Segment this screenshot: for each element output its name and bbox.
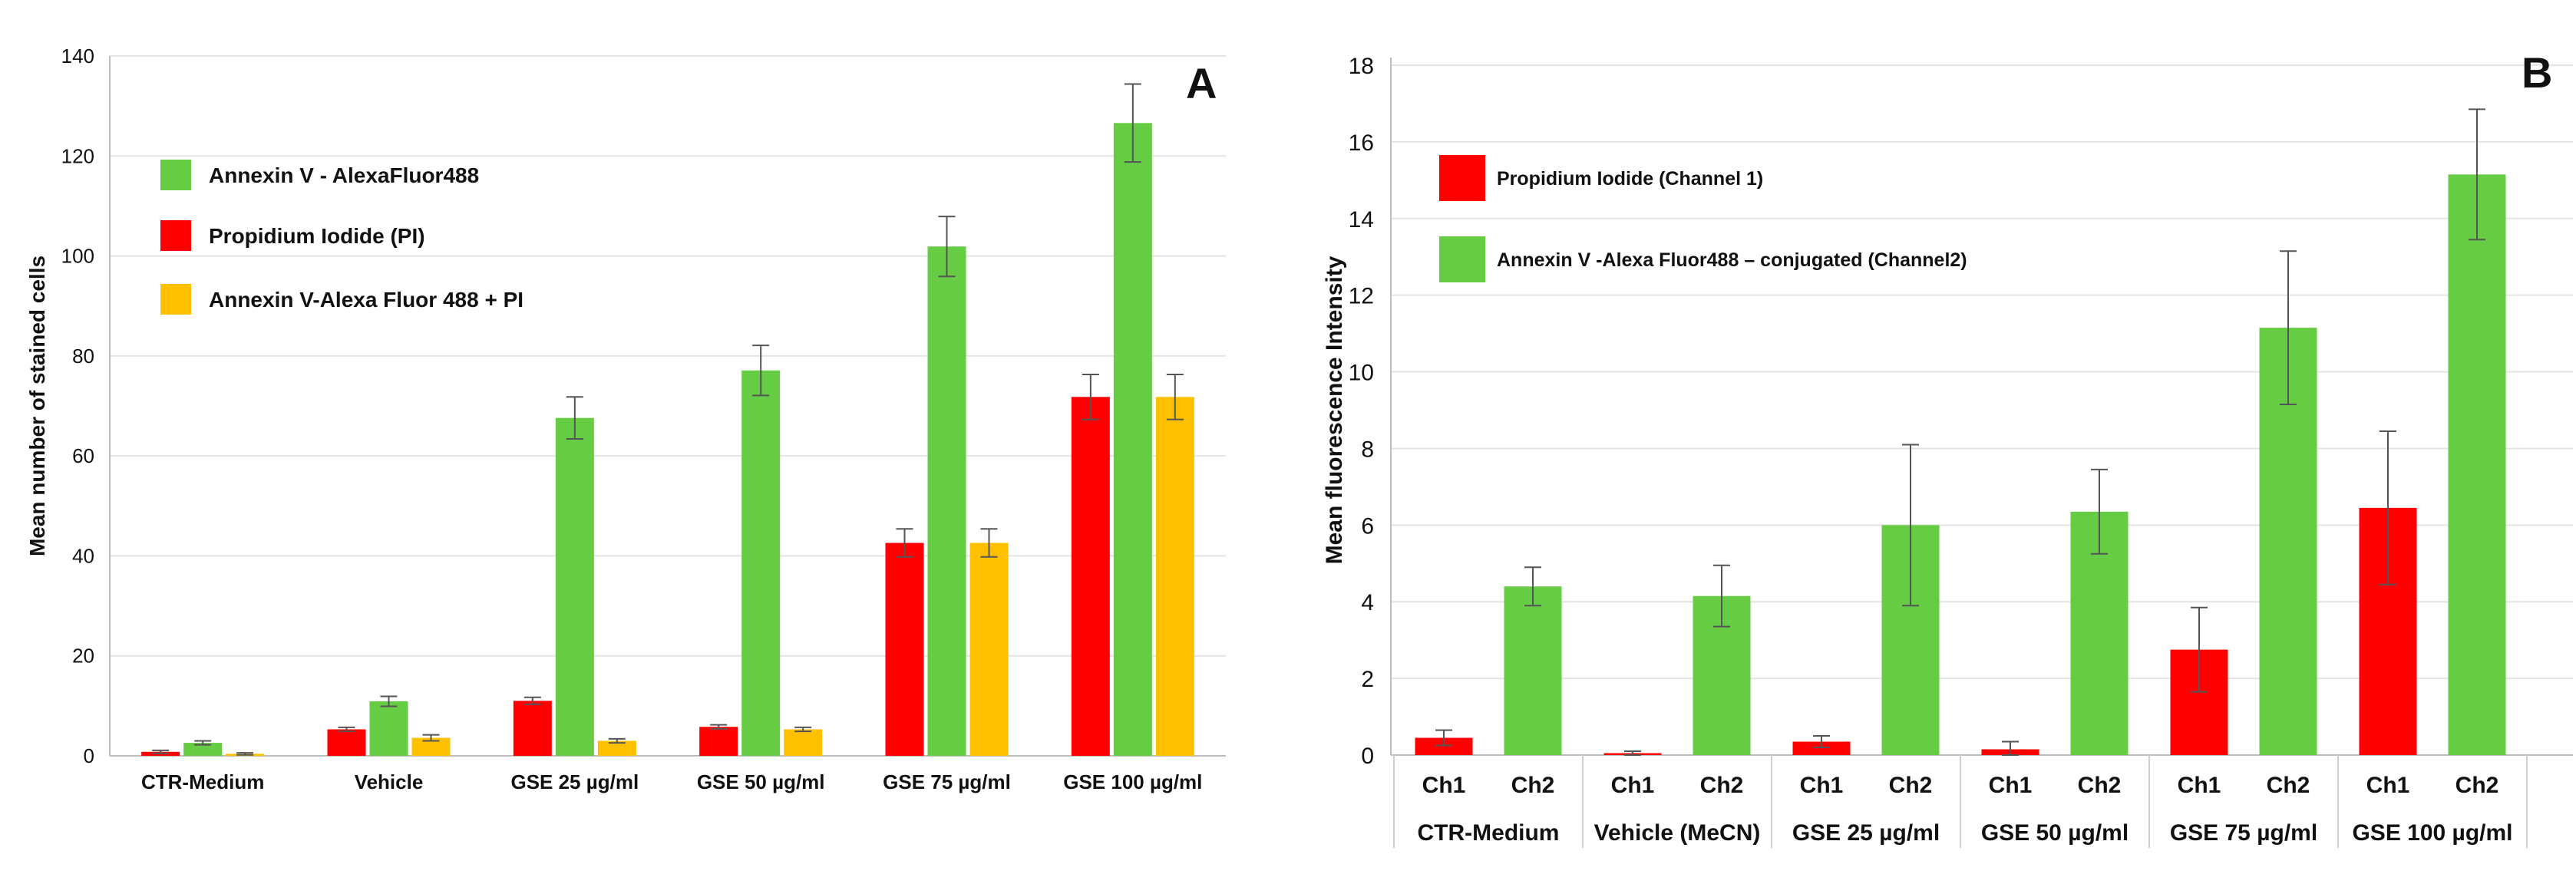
panel-a-bar (784, 729, 823, 756)
panel-a-ytick-label: 100 (61, 245, 94, 268)
panel-b-category-label: GSE 25 µg/ml (1792, 820, 1940, 846)
panel-a-label: A (1186, 59, 1217, 107)
panel-b-bar (1415, 737, 1473, 755)
panel-a-category-label: Vehicle (355, 770, 424, 793)
panel-b-category-label: GSE 75 µg/ml (2170, 820, 2317, 846)
panel-a-bar (741, 370, 781, 756)
panel-b-legend-swatch (1439, 236, 1485, 282)
panel-a-bar (183, 743, 223, 756)
panel-b-channel-label: Ch1 (1800, 773, 1844, 798)
panel-a-bar (969, 543, 1009, 756)
panel-b-channel-label: Ch1 (1989, 773, 2033, 798)
panel-b-channel-label: Ch1 (1611, 773, 1655, 798)
panel-a-category-label: CTR-Medium (141, 770, 264, 793)
panel-b-ytick-label: 4 (1361, 590, 1374, 615)
panel-a-bar (411, 737, 451, 756)
panel-a-y-axis-title: Mean number of stained cells (25, 256, 49, 556)
panel-a-ytick-label: 20 (72, 645, 94, 668)
panel-b-ytick-label: 16 (1349, 130, 1374, 156)
panel-b-ytick-label: 14 (1349, 207, 1374, 233)
panel-b-bar (1792, 741, 1851, 755)
panel-a-ytick-label: 140 (61, 45, 94, 68)
panel-a-bar (327, 729, 366, 756)
panel-b-category-label: GSE 50 µg/ml (1981, 820, 2129, 846)
panel-b: 0 2 4 6 8 10 12 14 16 18 Mean fluorescence Intensi… (1322, 48, 2573, 848)
panel-a-bar (597, 740, 636, 756)
panel-a-bar (555, 417, 594, 756)
panel-b-label: B (2522, 48, 2552, 97)
panel-a-legend-swatch (160, 284, 191, 315)
panel-a-ytick-label: 120 (61, 144, 94, 167)
panel-a-bar (1113, 123, 1152, 756)
panel-b-category-label: CTR-Medium (1418, 820, 1560, 846)
panel-b-legend-label: Annexin V -Alexa Fluor488 – conjugated (… (1497, 249, 1967, 271)
panel-a-category-label: GSE 25 µg/ml (510, 770, 639, 793)
panel-b-channel-label: Ch2 (2267, 773, 2310, 798)
panel-b-channel-label: Ch1 (1422, 773, 1466, 798)
panel-b-ytick-label: 18 (1349, 54, 1374, 79)
panel-b-ytick-label: 8 (1361, 437, 1374, 462)
panel-b-ytick-label: 6 (1361, 513, 1374, 539)
panel-b-ytick-label: 12 (1349, 284, 1374, 309)
panel-a-bar (1155, 397, 1194, 756)
panel-a-category-label: GSE 50 µg/ml (697, 770, 825, 793)
panel-a-legend-swatch (160, 160, 191, 190)
panel-b-channel-label: Ch1 (2178, 773, 2221, 798)
panel-a-legend-label: Propidium Iodide (PI) (209, 224, 425, 248)
panel-b-channel-label: Ch2 (2455, 773, 2499, 798)
panel-b-ytick-label: 2 (1361, 667, 1374, 692)
panel-b-channel-label: Ch2 (1889, 773, 1933, 798)
panel-b-bar (1504, 586, 1562, 755)
panel-b-channel-label: Ch2 (2078, 773, 2122, 798)
panel-b-ytick-label: 0 (1361, 744, 1374, 769)
panel-a-ytick-label: 0 (84, 744, 94, 767)
panel-a-bar (513, 701, 552, 756)
panel-a-ytick-label: 60 (72, 444, 94, 467)
panel-b-y-axis-title: Mean fluorescence Intensity (1322, 256, 1347, 564)
panel-a-legend-label: Annexin V-Alexa Fluor 488 + PI (209, 288, 523, 312)
panel-a-bar (927, 246, 966, 756)
panel-a-category-label: GSE 100 µg/ml (1063, 770, 1202, 793)
panel-a-ytick-label: 40 (72, 544, 94, 567)
panel-b-channel-label: Ch2 (1700, 773, 1744, 798)
panel-a-category-label: GSE 75 µg/ml (883, 770, 1011, 793)
panel-b-bar (2448, 174, 2506, 755)
panel-b-legend-label: Propidium Iodide (Channel 1) (1497, 168, 1763, 190)
panel-b-category-label: Vehicle (MeCN) (1594, 820, 1761, 846)
panel-a-ytick-label: 80 (72, 345, 94, 368)
panel-b-category-label: GSE 100 µg/ml (2352, 820, 2512, 846)
panel-a-bar (1071, 397, 1110, 756)
panel-b-channel-label: Ch1 (2366, 773, 2410, 798)
panel-b-legend-swatch (1439, 155, 1485, 201)
panel-a-legend-swatch (160, 220, 191, 251)
panel-a-bar (369, 701, 408, 756)
panel-b-ytick-label: 10 (1349, 361, 1374, 386)
panel-a-legend-label: Annexin V - AlexaFluor488 (209, 163, 479, 187)
panel-a-bar (699, 727, 738, 756)
panel-b-channel-label: Ch2 (1511, 773, 1555, 798)
panel-a: 0 20 40 60 80 100 120 140 Mean number of stained… (25, 45, 1226, 793)
panel-a-bar (885, 543, 924, 756)
